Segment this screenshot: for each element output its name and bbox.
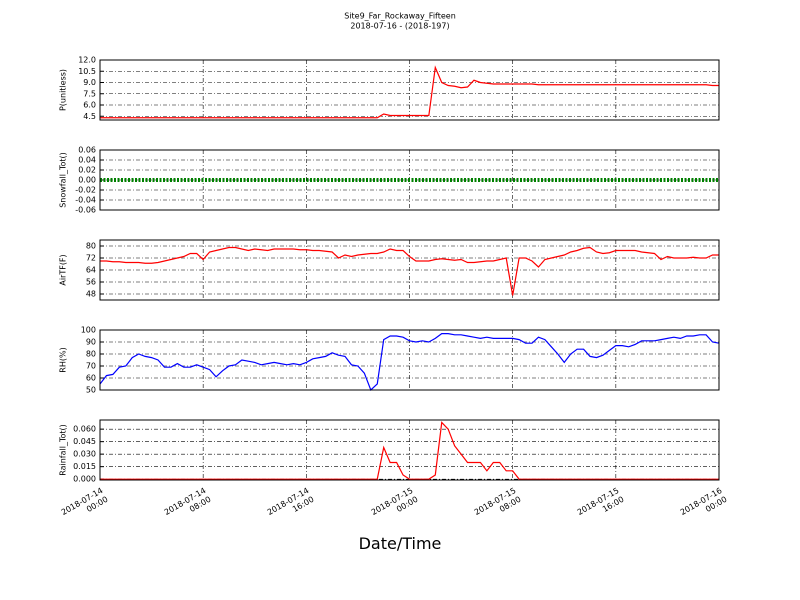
panel-frame <box>99 59 720 121</box>
y-tick-label: 0.06 <box>78 146 96 155</box>
y-tick-label: 72 <box>86 254 96 263</box>
y-tick-label: 64 <box>86 266 96 275</box>
y-tick-label: 7.5 <box>83 89 96 98</box>
y-tick-label: 10.5 <box>78 67 96 76</box>
y-tick-label: 12.0 <box>78 56 96 65</box>
data-line <box>100 246 719 296</box>
y-tick-label: 0.00 <box>78 176 96 185</box>
y-tick-label: 6.0 <box>83 101 96 110</box>
y-tick-label: 60 <box>86 374 96 383</box>
y-tick-label: 90 <box>86 338 96 347</box>
y-tick-label: 0.060 <box>73 425 96 434</box>
y-tick-label: 0.000 <box>73 475 96 484</box>
chart-title: Site9_Far_Rockaway_Fifteen <box>344 12 456 21</box>
y-tick-label: 9.0 <box>83 78 96 87</box>
panel-frame <box>99 419 720 481</box>
panel-frame <box>99 239 720 301</box>
x-axis-label: Date/Time <box>358 534 442 553</box>
y-tick-label: -0.02 <box>75 186 96 195</box>
y-axis-label: RH(%) <box>59 347 68 372</box>
data-line <box>99 333 720 392</box>
y-tick-label: 0.015 <box>73 462 96 471</box>
data-line <box>100 65 719 119</box>
y-tick-label: 48 <box>86 290 96 299</box>
y-tick-label: 70 <box>86 362 96 371</box>
y-tick-label: 56 <box>86 278 96 287</box>
y-tick-label: -0.06 <box>75 206 96 215</box>
y-tick-label: 50 <box>86 386 96 395</box>
data-line <box>100 421 719 480</box>
panel-frame <box>99 329 720 391</box>
y-tick-label: 0.04 <box>78 156 96 165</box>
y-axis-label: P(unitless) <box>59 69 68 111</box>
y-tick-label: 80 <box>86 350 96 359</box>
y-tick-label: 0.02 <box>78 166 96 175</box>
y-tick-label: 4.5 <box>83 112 96 121</box>
y-tick-label: -0.04 <box>75 196 96 205</box>
panel-frame <box>99 149 720 211</box>
y-tick-label: 0.030 <box>73 450 96 459</box>
y-axis-label: Rainfall_Tot() <box>59 424 68 476</box>
chart-subtitle: 2018-07-16 - (2018-197) <box>350 22 449 31</box>
y-axis-label: AirTF(F) <box>59 254 68 285</box>
y-tick-label: 0.045 <box>73 437 96 446</box>
y-tick-label: 100 <box>81 326 96 335</box>
y-tick-label: 80 <box>86 242 96 251</box>
y-axis-label: Snowfall_Tot() <box>59 152 68 208</box>
